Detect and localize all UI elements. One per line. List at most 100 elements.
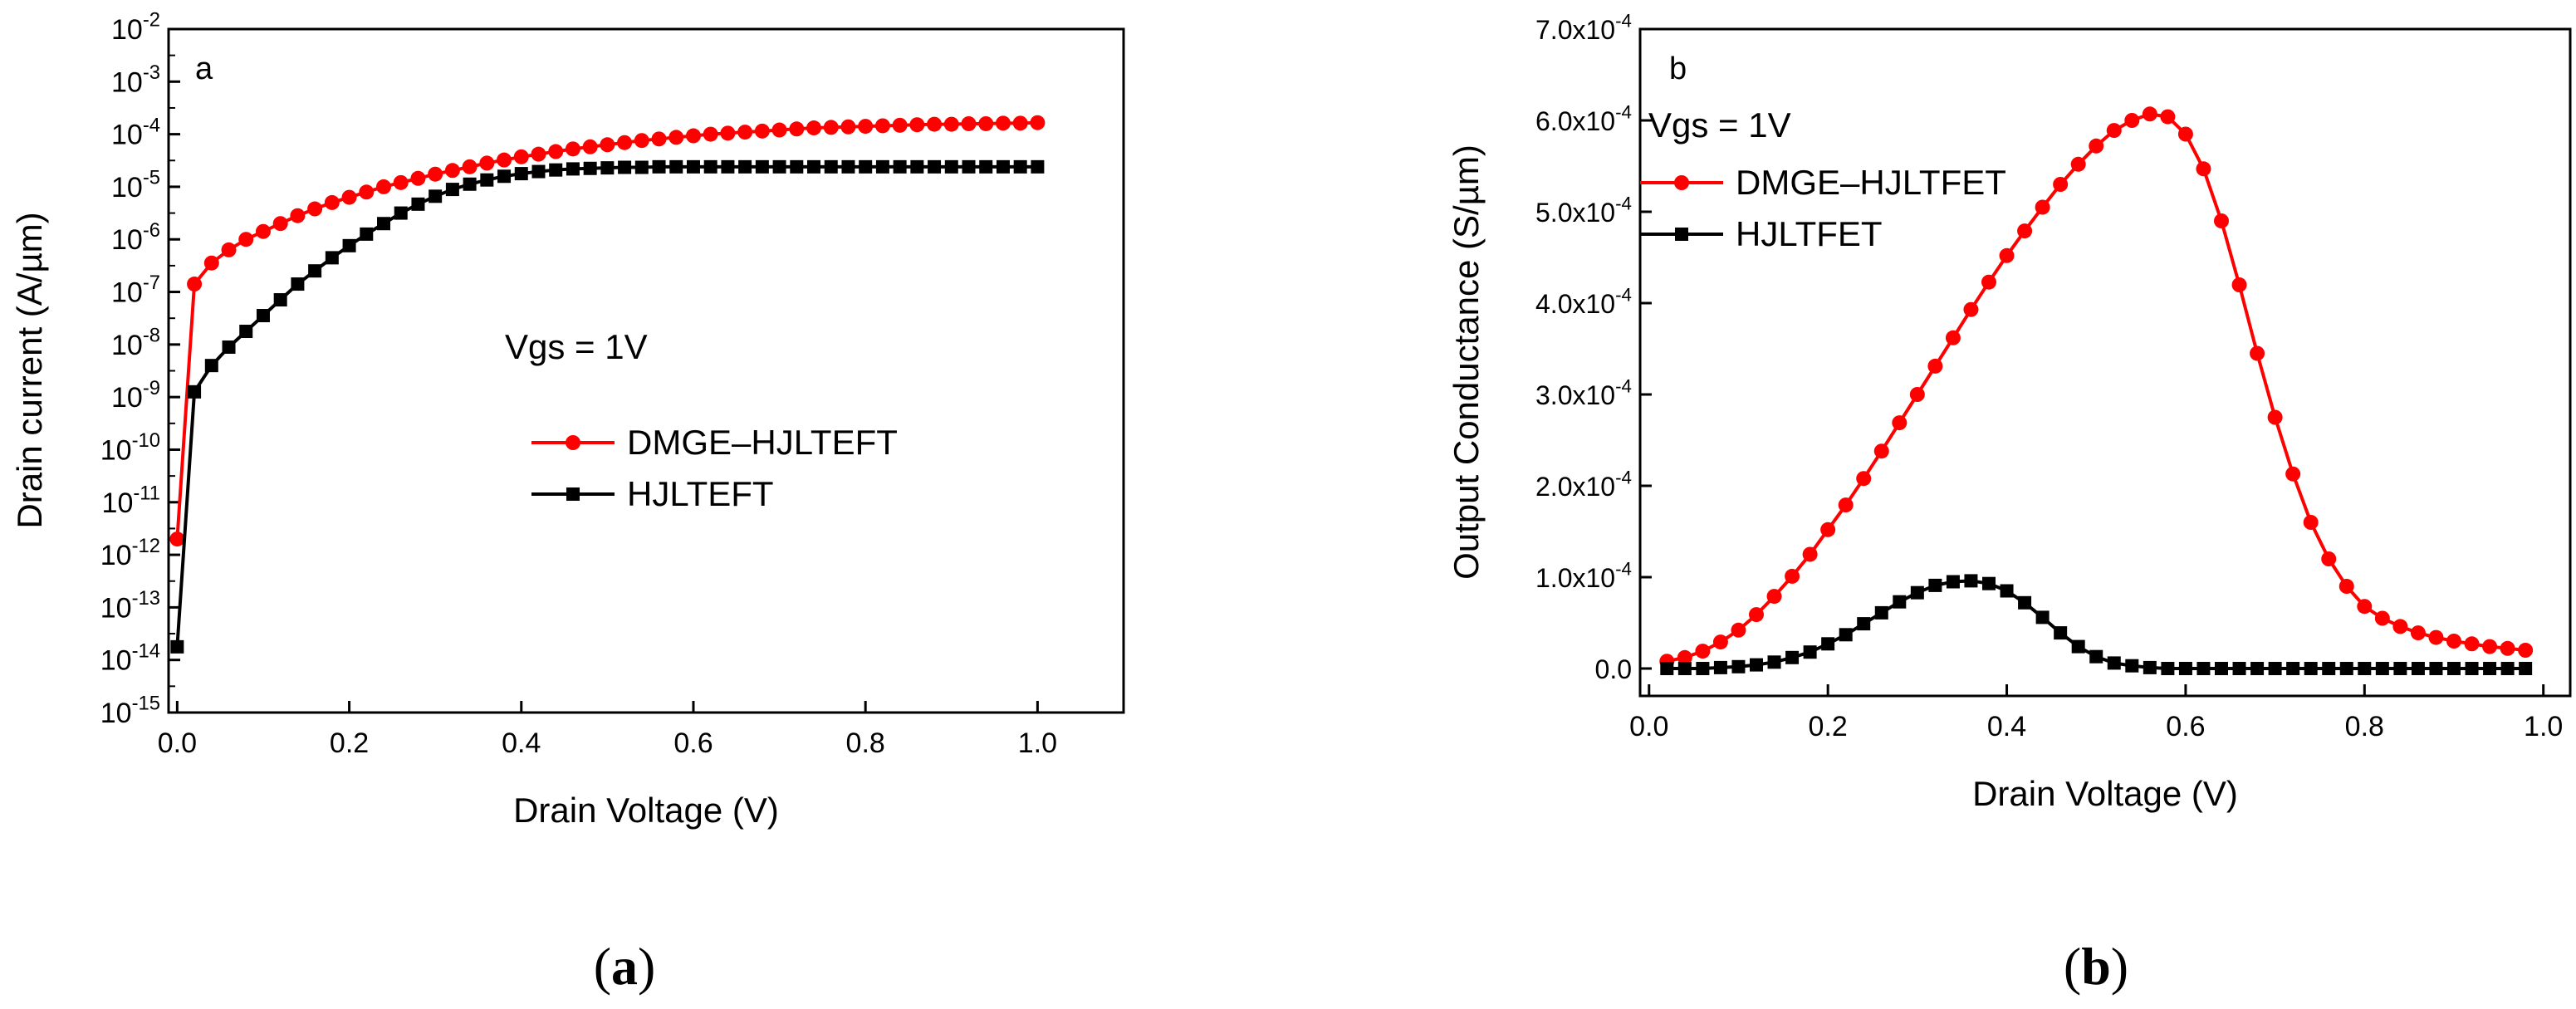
data-point-hjlteft bbox=[480, 173, 494, 187]
data-point-hjlteft bbox=[841, 159, 855, 174]
legend-label: HJLTFET bbox=[1736, 214, 1883, 253]
data-point-hjltfet bbox=[2107, 656, 2121, 670]
data-point-dmge-hjlteft bbox=[1030, 115, 1046, 130]
panel-b-y-axis-label: Output Conductance (S/µm) bbox=[1447, 144, 1486, 580]
data-point-hjlteft bbox=[875, 159, 889, 174]
data-point-dmge-hjltfet bbox=[2053, 177, 2069, 192]
data-point-dmge-hjltfet bbox=[1909, 387, 1925, 402]
data-point-hjltfet bbox=[2232, 662, 2246, 675]
data-point-dmge-hjlteft bbox=[203, 255, 219, 271]
data-point-hjltfet bbox=[2500, 662, 2515, 675]
data-point-hjlteft bbox=[273, 293, 287, 307]
data-point-dmge-hjlteft bbox=[771, 122, 787, 138]
data-point-hjlteft bbox=[686, 159, 700, 174]
data-point-hjltfet bbox=[2411, 662, 2425, 675]
panel-b-x-axis-label: Drain Voltage (V) bbox=[1972, 774, 2238, 813]
data-point-hjlteft bbox=[411, 197, 425, 211]
y-tick-label: 10-3 bbox=[111, 61, 160, 98]
y-tick-label: 6.0x10-4 bbox=[1535, 102, 1632, 136]
data-point-dmge-hjlteft bbox=[513, 149, 529, 164]
data-point-dmge-hjlteft bbox=[720, 125, 736, 141]
data-point-dmge-hjltfet bbox=[1856, 471, 1872, 487]
data-point-dmge-hjlteft bbox=[462, 159, 477, 174]
legend-swatch-marker bbox=[566, 435, 580, 450]
data-point-hjltfet bbox=[1785, 650, 1800, 664]
y-tick-label: 10-14 bbox=[100, 639, 160, 676]
data-point-dmge-hjlteft bbox=[789, 121, 805, 137]
panel-a-y-axis-label: Drain current (A/µm) bbox=[10, 212, 49, 528]
data-point-dmge-hjltfet bbox=[2231, 277, 2247, 292]
data-point-dmge-hjltfet bbox=[2500, 640, 2515, 656]
data-point-hjltfet bbox=[1946, 575, 1960, 589]
data-point-hjlteft bbox=[514, 167, 528, 181]
data-point-dmge-hjltfet bbox=[2106, 123, 2122, 139]
data-point-hjlteft bbox=[618, 160, 632, 174]
data-point-hjlteft bbox=[652, 159, 666, 174]
data-point-hjltfet bbox=[2268, 662, 2282, 675]
data-point-dmge-hjltfet bbox=[2357, 599, 2373, 615]
panel-b-x-axis: 0.0 0.2 0.4 0.6 0.8 1.0 bbox=[1629, 684, 2563, 742]
data-point-hjltfet bbox=[2393, 662, 2407, 675]
data-point-dmge-hjlteft bbox=[187, 277, 203, 292]
data-point-hjltfet bbox=[1767, 655, 1781, 669]
data-point-hjlteft bbox=[996, 159, 1010, 174]
subfigure-b-letter: b bbox=[2081, 937, 2111, 996]
x-tick-label: 0.6 bbox=[673, 727, 713, 759]
data-point-hjltfet bbox=[2161, 662, 2175, 675]
data-point-hjlteft bbox=[204, 359, 218, 373]
y-tick-label: 4.0x10-4 bbox=[1535, 285, 1632, 319]
data-point-dmge-hjltfet bbox=[2177, 126, 2193, 142]
y-tick-label: 10-9 bbox=[111, 377, 160, 414]
data-point-hjltfet bbox=[1677, 662, 1692, 675]
data-point-hjltfet bbox=[1821, 637, 1835, 651]
data-point-hjlteft bbox=[170, 639, 184, 654]
data-point-hjltfet bbox=[2304, 662, 2318, 675]
data-point-hjlteft bbox=[807, 159, 821, 174]
data-point-dmge-hjlteft bbox=[1012, 115, 1028, 131]
subfigure-a-close-paren: ) bbox=[638, 937, 655, 996]
data-point-hjltfet bbox=[1839, 628, 1853, 642]
data-point-dmge-hjlteft bbox=[634, 133, 649, 149]
data-point-dmge-hjlteft bbox=[840, 119, 856, 135]
data-point-hjlteft bbox=[549, 163, 563, 177]
data-point-dmge-hjlteft bbox=[823, 120, 839, 135]
panel-b-y-axis: 0.0 1.0x10-4 2.0x10-4 3.0x10-4 4.0x10-4 5.0x1… bbox=[1535, 11, 1652, 684]
data-point-hjlteft bbox=[893, 159, 907, 174]
data-point-dmge-hjltfet bbox=[2214, 213, 2229, 228]
data-point-dmge-hjltfet bbox=[2124, 113, 2140, 128]
data-point-dmge-hjlteft bbox=[272, 216, 288, 232]
x-tick-label: 0.8 bbox=[846, 727, 885, 759]
x-tick-label: 0.2 bbox=[330, 727, 369, 759]
data-point-hjltfet bbox=[2339, 662, 2353, 675]
data-point-hjlteft bbox=[291, 277, 305, 291]
data-point-hjlteft bbox=[634, 160, 649, 174]
data-point-dmge-hjlteft bbox=[410, 170, 426, 186]
data-point-hjlteft bbox=[669, 159, 683, 174]
data-point-hjltfet bbox=[2054, 626, 2068, 640]
data-point-dmge-hjltfet bbox=[1712, 634, 1728, 650]
x-tick-label: 1.0 bbox=[2524, 711, 2563, 742]
data-point-hjlteft bbox=[1031, 159, 1045, 174]
data-point-hjltfet bbox=[2519, 662, 2533, 675]
data-point-dmge-hjltfet bbox=[2482, 639, 2498, 654]
data-point-hjlteft bbox=[772, 159, 786, 174]
data-point-hjlteft bbox=[188, 384, 202, 399]
subfigure-a-open-paren: ( bbox=[594, 937, 611, 996]
data-point-dmge-hjltfet bbox=[2410, 625, 2426, 641]
data-point-dmge-hjlteft bbox=[685, 128, 701, 144]
data-point-dmge-hjltfet bbox=[2070, 156, 2086, 172]
y-tick-label: 10-7 bbox=[111, 272, 160, 308]
data-point-hjltfet bbox=[2286, 662, 2300, 675]
x-tick-label: 0.4 bbox=[502, 727, 541, 759]
panel-a-y-axis: 10-2 10-3 10-4 10-5 10-6 10-7 10-8 10-9 10-10 10-… bbox=[100, 9, 180, 729]
x-tick-label: 0.8 bbox=[2345, 711, 2384, 742]
data-point-dmge-hjltfet bbox=[1695, 644, 1711, 659]
data-point-hjltfet bbox=[1660, 662, 1674, 675]
panel-a-label: a bbox=[195, 51, 213, 86]
data-point-dmge-hjlteft bbox=[341, 189, 357, 205]
data-point-dmge-hjltfet bbox=[2035, 199, 2050, 215]
x-tick-label: 1.0 bbox=[1018, 727, 1057, 759]
data-point-dmge-hjltfet bbox=[2518, 643, 2534, 658]
data-point-hjlteft bbox=[738, 159, 752, 174]
data-point-hjltfet bbox=[2465, 662, 2479, 675]
